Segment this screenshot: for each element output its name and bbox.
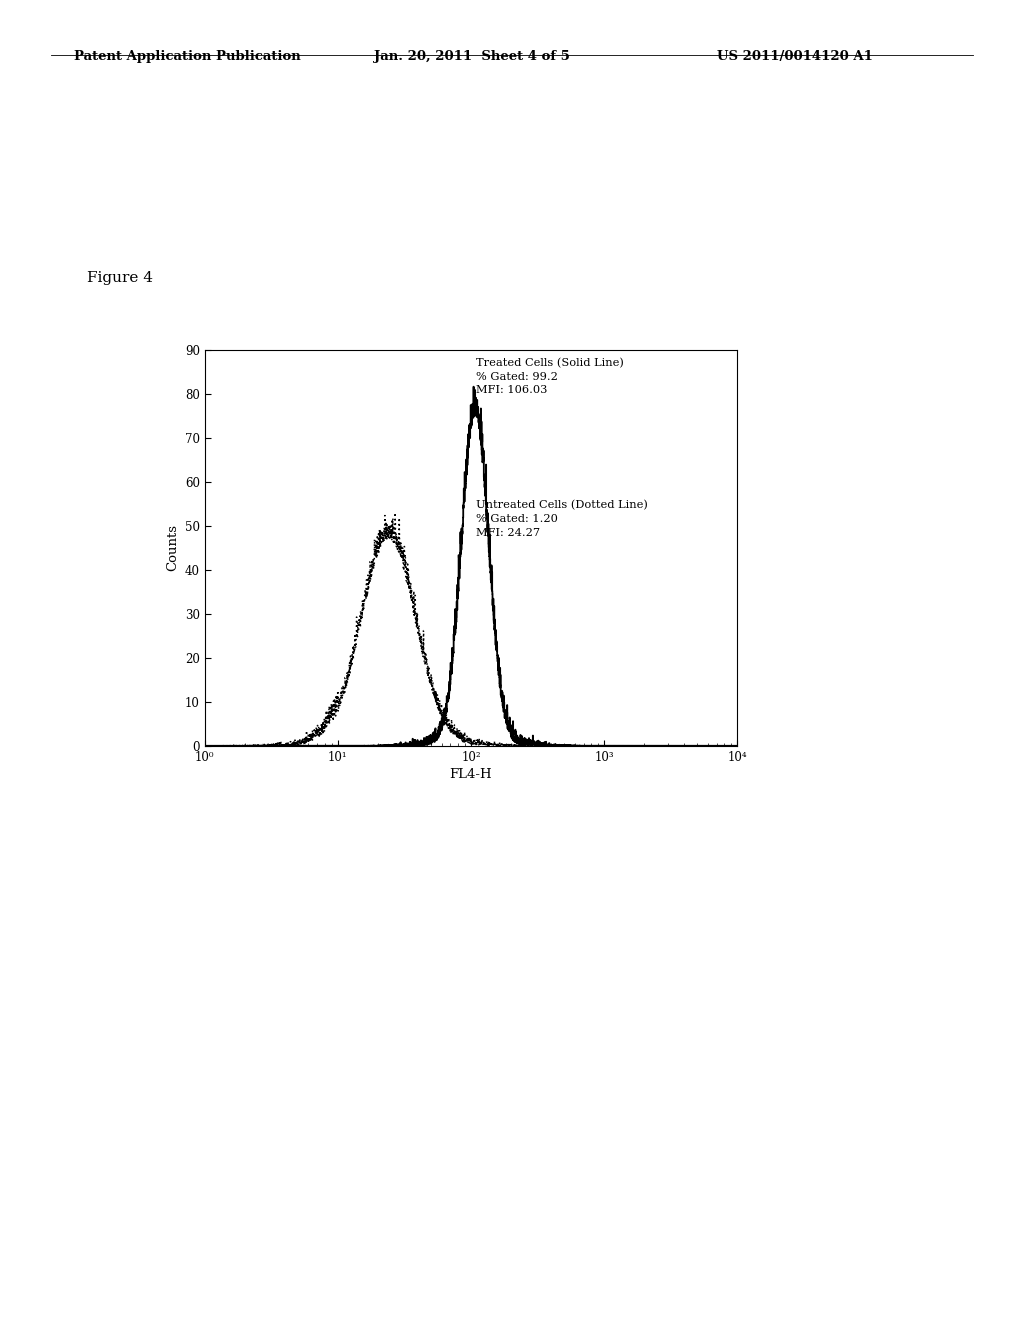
Text: Treated Cells (Solid Line)
% Gated: 99.2
MFI: 106.03: Treated Cells (Solid Line) % Gated: 99.2… (476, 358, 625, 395)
Text: Figure 4: Figure 4 (87, 271, 153, 285)
Text: US 2011/0014120 A1: US 2011/0014120 A1 (717, 50, 872, 63)
Text: Untreated Cells (Dotted Line)
% Gated: 1.20
MFI: 24.27: Untreated Cells (Dotted Line) % Gated: 1… (476, 500, 648, 537)
Text: Patent Application Publication: Patent Application Publication (74, 50, 300, 63)
X-axis label: FL4-H: FL4-H (450, 768, 493, 781)
Text: Jan. 20, 2011  Sheet 4 of 5: Jan. 20, 2011 Sheet 4 of 5 (374, 50, 569, 63)
Y-axis label: Counts: Counts (166, 524, 179, 572)
